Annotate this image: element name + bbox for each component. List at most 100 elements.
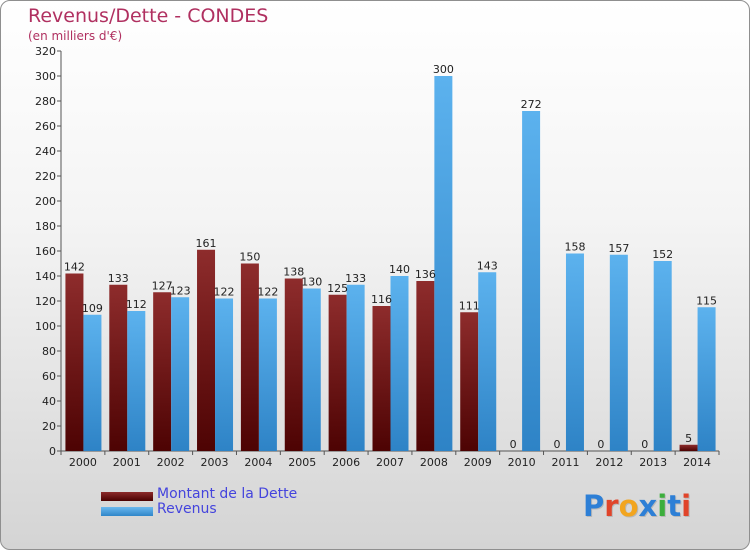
chart-subtitle: (en milliers d'€)	[28, 29, 123, 43]
x-tick-label: 2002	[157, 456, 185, 469]
bar-revenus	[171, 297, 190, 451]
y-tick-label: 240	[35, 145, 56, 158]
x-tick-label: 2003	[201, 456, 229, 469]
value-label-dette: 136	[415, 268, 436, 281]
bar-dette	[197, 249, 216, 451]
value-label-dette: 150	[239, 251, 260, 264]
bar-dette	[679, 444, 698, 451]
x-tick-label: 2005	[288, 456, 316, 469]
value-label-dette: 116	[371, 293, 392, 306]
bar-revenus	[258, 298, 277, 451]
x-tick-label: 2010	[508, 456, 536, 469]
y-tick-label: 300	[35, 70, 56, 83]
bar-revenus	[215, 298, 234, 451]
x-tick-label: 2009	[464, 456, 492, 469]
y-tick-label: 220	[35, 170, 56, 183]
value-label-revenus: 122	[257, 286, 278, 299]
x-tick-label: 2004	[244, 456, 272, 469]
y-tick-label: 80	[42, 345, 56, 358]
bar-revenus	[83, 314, 102, 451]
bar-dette	[284, 278, 303, 451]
x-tick-label: 2012	[595, 456, 623, 469]
bar-revenus	[565, 253, 584, 451]
bar-revenus	[697, 307, 716, 451]
value-label-revenus: 123	[170, 284, 191, 297]
bar-dette	[153, 292, 172, 451]
value-label-revenus: 158	[564, 241, 585, 254]
chart-title: Revenus/Dette - CONDES	[28, 5, 269, 27]
value-label-dette: 127	[152, 279, 173, 292]
y-tick-label: 40	[42, 395, 56, 408]
legend-label-revenus: Revenus	[157, 501, 217, 517]
x-tick-label: 2008	[420, 456, 448, 469]
value-label-dette: 142	[64, 261, 85, 274]
bar-revenus	[653, 261, 672, 451]
bar-dette	[460, 312, 479, 451]
logo-letter: P	[583, 489, 605, 523]
value-label-revenus: 130	[301, 276, 322, 289]
value-label-revenus: 112	[126, 298, 147, 311]
bar-dette	[240, 263, 259, 451]
bar-revenus	[390, 276, 409, 451]
bar-revenus	[478, 272, 497, 451]
y-tick-label: 200	[35, 195, 56, 208]
bar-dette	[109, 284, 128, 451]
value-label-dette: 161	[196, 237, 217, 250]
y-tick-label: 320	[35, 45, 56, 58]
value-label-dette: 0	[553, 438, 560, 451]
logo-letter: i	[681, 489, 692, 523]
logo-letter: o	[618, 489, 639, 523]
value-label-revenus: 122	[214, 286, 235, 299]
y-tick-label: 20	[42, 420, 56, 433]
logo-letter: r	[604, 489, 619, 523]
bar-revenus	[522, 111, 541, 451]
y-tick-label: 140	[35, 270, 56, 283]
value-label-revenus: 272	[521, 98, 542, 111]
bar-revenus	[127, 311, 146, 451]
value-label-revenus: 115	[696, 294, 717, 307]
bar-dette	[416, 281, 435, 451]
y-tick-label: 60	[42, 370, 56, 383]
value-label-dette: 0	[510, 438, 517, 451]
y-tick-label: 260	[35, 120, 56, 133]
value-label-revenus: 157	[608, 242, 629, 255]
bar-revenus	[302, 288, 321, 451]
y-tick-label: 160	[35, 245, 56, 258]
legend-swatch-dette	[101, 492, 153, 501]
y-tick-label: 280	[35, 95, 56, 108]
logo-letter: x	[638, 489, 658, 523]
bar-revenus	[434, 76, 453, 451]
value-label-revenus: 140	[389, 263, 410, 276]
y-tick-label: 0	[49, 445, 56, 458]
value-label-dette: 133	[108, 272, 129, 285]
value-label-dette: 111	[459, 299, 480, 312]
value-label-dette: 0	[597, 438, 604, 451]
y-tick-label: 180	[35, 220, 56, 233]
y-tick-label: 120	[35, 295, 56, 308]
logo-letter: i	[657, 489, 668, 523]
value-label-revenus: 152	[652, 248, 673, 261]
x-tick-label: 2007	[376, 456, 404, 469]
x-tick-label: 2001	[113, 456, 141, 469]
x-tick-label: 2014	[683, 456, 711, 469]
bar-dette	[372, 306, 391, 451]
logo-letter: t	[667, 489, 682, 523]
value-label-revenus: 300	[433, 63, 454, 76]
bar-dette	[65, 273, 84, 451]
value-label-dette: 0	[641, 438, 648, 451]
value-label-revenus: 143	[477, 259, 498, 272]
x-tick-label: 2013	[639, 456, 667, 469]
legend-label-dette: Montant de la Dette	[157, 486, 298, 502]
value-label-dette: 138	[283, 266, 304, 279]
value-label-revenus: 109	[82, 302, 103, 315]
bar-revenus	[346, 284, 365, 451]
legend-swatch-revenus	[101, 507, 153, 516]
bar-revenus	[609, 254, 628, 451]
value-label-revenus: 133	[345, 272, 366, 285]
value-label-dette: 125	[327, 282, 348, 295]
x-axis: 2000 2001 2002 2003 2004 2005 2006 2007 2008 2009…	[60, 451, 720, 469]
bar-dette	[328, 294, 347, 451]
x-tick-label: 2006	[332, 456, 360, 469]
